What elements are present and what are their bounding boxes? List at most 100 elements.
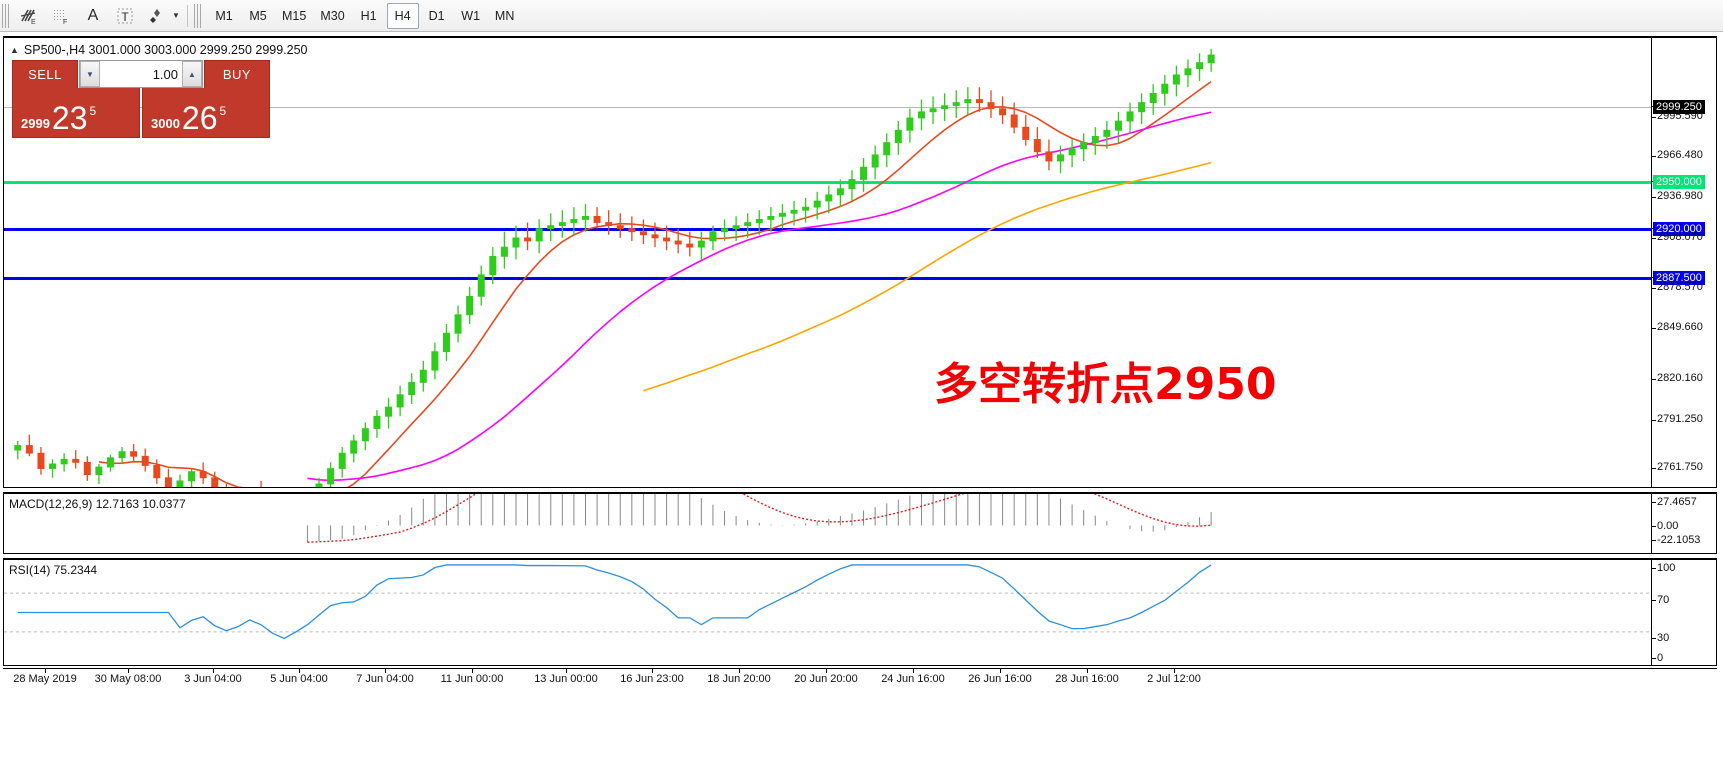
price-axis-label: 2908.070 bbox=[1657, 231, 1703, 243]
rsi-line bbox=[17, 564, 1212, 640]
buy-price-main: 26 bbox=[181, 100, 218, 136]
timeframe-w1[interactable]: W1 bbox=[461, 8, 481, 23]
volume-increment-button[interactable]: ▲ bbox=[182, 61, 202, 87]
rsi-plot[interactable]: RSI(14) 75.2344 bbox=[4, 560, 1651, 665]
candlestick bbox=[558, 210, 566, 238]
candlestick bbox=[95, 463, 103, 484]
level-line-2950[interactable] bbox=[4, 181, 1651, 184]
text-icon[interactable]: A bbox=[78, 2, 108, 30]
grid-glyph: F bbox=[54, 9, 67, 26]
candlestick bbox=[894, 121, 902, 155]
candlestick bbox=[663, 225, 671, 251]
volume-stepper[interactable]: ▼ 1.00 ▲ bbox=[79, 60, 203, 88]
time-axis-tick bbox=[739, 669, 740, 673]
candlestick bbox=[547, 213, 555, 241]
macd-axis-label: 27.4657 bbox=[1657, 496, 1697, 508]
symbol-ohlc-label: SP500-,H4 3001.000 3003.000 2999.250 299… bbox=[23, 43, 308, 57]
candlestick bbox=[396, 385, 404, 417]
level-line-2887[interactable] bbox=[4, 277, 1651, 280]
ma-line bbox=[643, 161, 1212, 392]
timeframe-h1[interactable]: H1 bbox=[360, 8, 377, 23]
timeframe-m1[interactable]: M1 bbox=[215, 8, 233, 23]
macd-pane[interactable]: MACD(12,26,9) 12.7163 10.0377 27.4657 0.0… bbox=[3, 492, 1717, 554]
candlestick bbox=[60, 453, 68, 472]
buy-price-display[interactable]: 3000 26 5 bbox=[142, 88, 270, 138]
candlestick bbox=[917, 99, 925, 131]
buy-button[interactable]: BUY bbox=[204, 60, 270, 88]
time-axis-label: 16 Jun 23:00 bbox=[620, 673, 684, 685]
sell-button[interactable]: SELL bbox=[12, 60, 78, 88]
candlestick bbox=[118, 447, 126, 464]
candlestick bbox=[1114, 111, 1122, 143]
price-axis-label: 2761.750 bbox=[1657, 461, 1703, 473]
price-axis-label: 2878.570 bbox=[1657, 281, 1703, 293]
time-axis-label: 24 Jun 16:00 bbox=[881, 673, 945, 685]
price-axis-tick bbox=[1652, 117, 1656, 118]
price-axis-label: 2849.660 bbox=[1657, 321, 1703, 333]
price-plot[interactable]: 多空转折点2950 bbox=[4, 38, 1651, 487]
level-line-2920[interactable] bbox=[4, 228, 1651, 231]
volume-input[interactable]: 1.00 bbox=[152, 66, 178, 82]
candlestick bbox=[72, 450, 80, 469]
candlestick bbox=[141, 448, 149, 472]
timeframe-grip[interactable] bbox=[194, 3, 203, 28]
volume-decrement-button[interactable]: ▼ bbox=[80, 61, 100, 87]
time-axis-tick bbox=[913, 669, 914, 673]
macd-axis-label: 0.00 bbox=[1657, 520, 1679, 532]
rsi-label: RSI(14) 75.2344 bbox=[9, 563, 98, 577]
rsi-pane[interactable]: RSI(14) 75.2344 100 70 30 0 bbox=[3, 558, 1717, 666]
price-axis-tick bbox=[1652, 288, 1656, 289]
timeframe-m5[interactable]: M5 bbox=[249, 8, 267, 23]
macd-series-svg bbox=[306, 494, 1212, 543]
candlestick bbox=[25, 434, 33, 457]
candlestick bbox=[697, 231, 705, 260]
candlestick bbox=[975, 87, 983, 112]
rsi-axis-label-tick bbox=[1652, 600, 1656, 601]
buy-price-prefix: 3000 bbox=[151, 116, 180, 131]
candlestick bbox=[906, 108, 914, 143]
candlestick bbox=[524, 222, 532, 251]
price-axis-label: 2887.500 bbox=[1653, 271, 1705, 285]
time-axis-label: 28 Jun 16:00 bbox=[1055, 673, 1119, 685]
timeframe-m15[interactable]: M15 bbox=[282, 8, 307, 23]
collapse-arrow-icon[interactable]: ▲ bbox=[10, 45, 19, 55]
rsi-axis: 100 70 30 0 bbox=[1651, 560, 1716, 665]
candlestick bbox=[581, 204, 589, 232]
macd-plot[interactable]: MACD(12,26,9) 12.7163 10.0377 bbox=[4, 494, 1651, 553]
timeframe-m30[interactable]: M30 bbox=[320, 8, 345, 23]
shapes-glyph bbox=[150, 8, 160, 23]
candlestick bbox=[361, 422, 369, 451]
time-axis-tick bbox=[652, 669, 653, 673]
candlestick bbox=[860, 157, 868, 192]
sell-price-main: 23 bbox=[51, 100, 88, 136]
candlestick bbox=[1161, 74, 1169, 106]
one-click-trading-panel[interactable]: SELL ▼ 1.00 ▲ BUY 2999 23 5 3000 bbox=[12, 60, 270, 138]
rsi-axis-label-tick bbox=[1652, 638, 1656, 639]
sell-price-display[interactable]: 2999 23 5 bbox=[12, 88, 140, 138]
rsi-axis-label: 100 bbox=[1657, 562, 1676, 574]
price-axis-tick bbox=[1652, 197, 1656, 198]
current-price-line bbox=[4, 107, 1651, 108]
timeframe-h4[interactable]: H4 bbox=[386, 2, 419, 29]
candlestick bbox=[442, 324, 450, 361]
toolbar-grip[interactable] bbox=[2, 3, 11, 28]
crosshair-grid-icon[interactable]: F bbox=[46, 2, 76, 30]
time-axis-tick bbox=[385, 669, 386, 673]
candlestick bbox=[813, 191, 821, 220]
time-axis[interactable]: 28 May 2019 30 May 08:00 3 Jun 04:00 5 Jun … bbox=[3, 668, 1717, 690]
candlestick bbox=[500, 231, 508, 269]
shapes-icon[interactable] bbox=[142, 2, 172, 30]
indicators-icon[interactable]: E bbox=[14, 2, 44, 30]
time-axis-tick bbox=[1174, 669, 1175, 673]
price-axis-label: 2936.980 bbox=[1657, 190, 1703, 202]
macd-axis: 27.4657 0.00 -22.1053 bbox=[1651, 494, 1716, 553]
toolbar-separator bbox=[187, 4, 188, 27]
shapes-dropdown-caret-icon[interactable]: ▼ bbox=[172, 11, 180, 20]
price-pane[interactable]: 多空转折点2950 ▲ SP500-,H4 3001.000 3003.000 … bbox=[3, 36, 1717, 516]
text-label-icon[interactable]: T bbox=[110, 2, 140, 30]
candlestick bbox=[1207, 48, 1215, 72]
timeframe-d1[interactable]: D1 bbox=[428, 8, 445, 23]
timeframe-mn[interactable]: MN bbox=[494, 8, 515, 23]
price-axis[interactable]: 2999.250 2995.590 2966.480 2950.000 2936.980… bbox=[1651, 38, 1716, 516]
svg-text:E: E bbox=[31, 19, 36, 26]
